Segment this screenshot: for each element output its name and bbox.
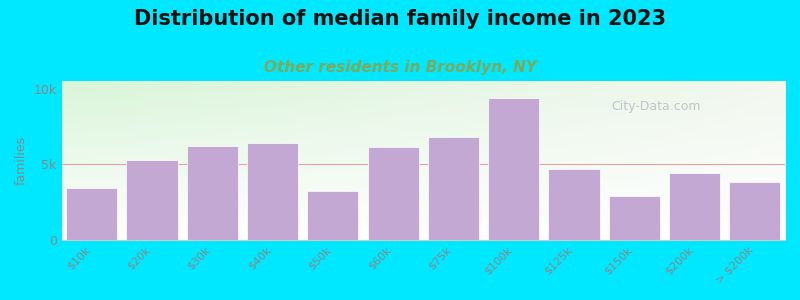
- Bar: [548, 169, 600, 240]
- Bar: [367, 147, 418, 240]
- Bar: [730, 182, 781, 240]
- Bar: [66, 188, 118, 240]
- Bar: [669, 173, 720, 240]
- Text: Other residents in Brooklyn, NY: Other residents in Brooklyn, NY: [264, 60, 536, 75]
- Y-axis label: families: families: [15, 136, 28, 185]
- Text: Distribution of median family income in 2023: Distribution of median family income in …: [134, 9, 666, 29]
- Bar: [247, 143, 298, 240]
- Bar: [126, 160, 178, 240]
- Text: City-Data.com: City-Data.com: [611, 100, 701, 113]
- Bar: [307, 191, 358, 240]
- Bar: [609, 196, 660, 240]
- Bar: [488, 98, 539, 240]
- Bar: [186, 146, 238, 240]
- Bar: [428, 137, 479, 240]
